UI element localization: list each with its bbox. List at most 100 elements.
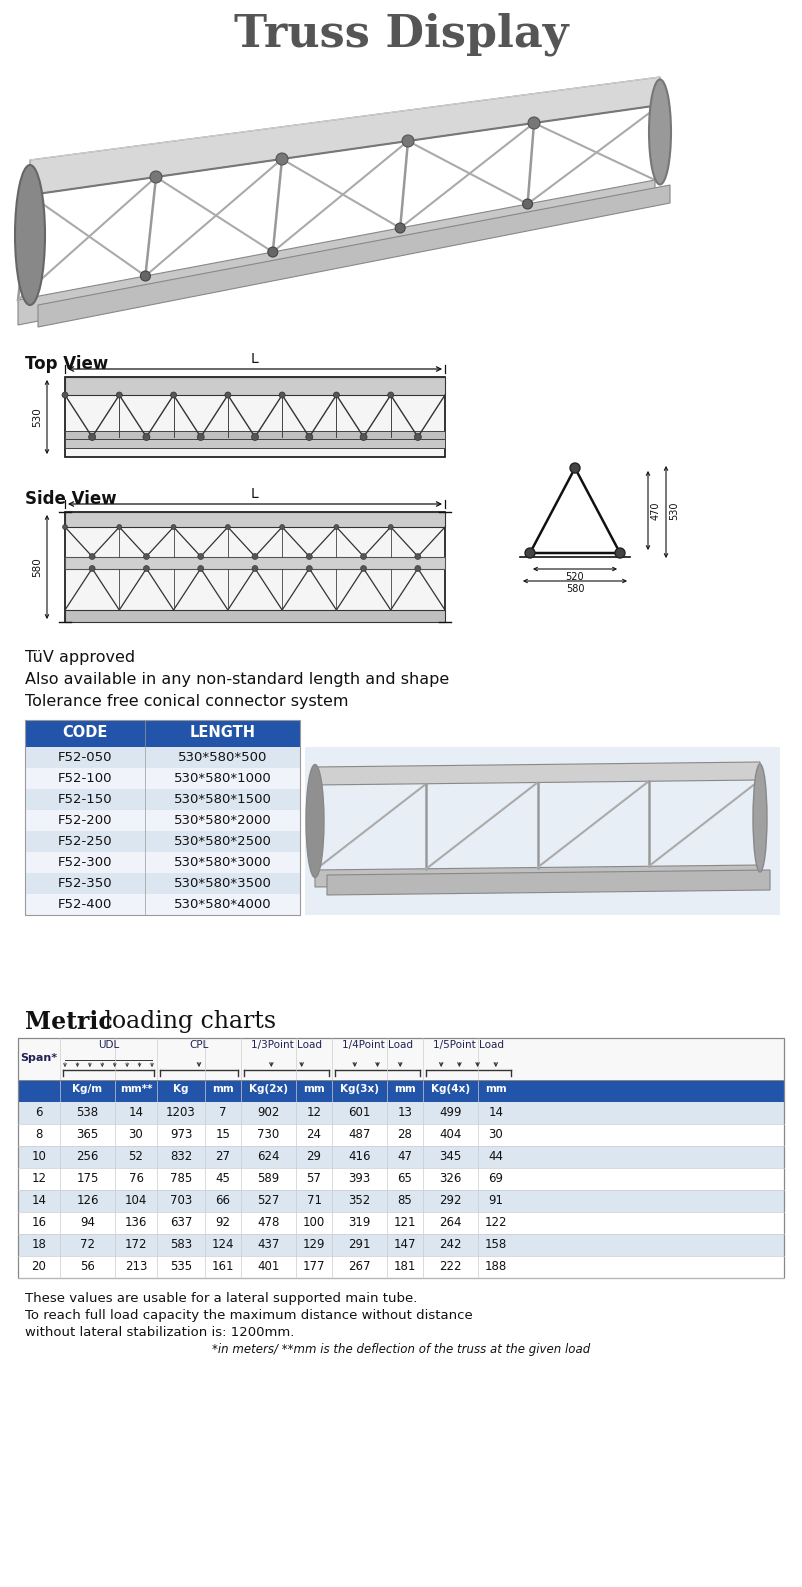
Text: 27: 27: [216, 1151, 230, 1163]
Bar: [25, 720, 300, 747]
Polygon shape: [18, 179, 655, 325]
Text: 175: 175: [76, 1173, 99, 1185]
Circle shape: [306, 433, 313, 441]
Text: F52-350: F52-350: [58, 878, 112, 890]
Circle shape: [280, 524, 285, 530]
Text: Kg/m: Kg/m: [72, 1084, 103, 1093]
Text: F52-200: F52-200: [58, 814, 112, 827]
Text: without lateral stabilization is: 1200mm.: without lateral stabilization is: 1200mm…: [25, 1327, 294, 1339]
Text: 28: 28: [398, 1128, 412, 1141]
Text: loading charts: loading charts: [97, 1009, 276, 1033]
Bar: [65, 432, 445, 440]
Text: 56: 56: [80, 1260, 95, 1273]
Text: 292: 292: [439, 1193, 462, 1208]
Text: Kg: Kg: [173, 1084, 188, 1093]
Text: 13: 13: [398, 1106, 412, 1119]
Text: 10: 10: [31, 1151, 47, 1163]
Text: 18: 18: [31, 1238, 47, 1251]
Circle shape: [276, 152, 288, 165]
Text: 291: 291: [348, 1238, 371, 1251]
Circle shape: [89, 554, 95, 560]
Text: mm**: mm**: [119, 1084, 152, 1093]
Text: 580: 580: [32, 557, 42, 578]
Text: 76: 76: [128, 1173, 144, 1185]
Circle shape: [198, 565, 204, 571]
Text: 242: 242: [439, 1238, 462, 1251]
Circle shape: [523, 198, 533, 209]
Text: 188: 188: [485, 1260, 507, 1273]
Text: 530*580*2500: 530*580*2500: [173, 835, 271, 847]
Text: Metric: Metric: [25, 1009, 113, 1035]
Text: 470: 470: [651, 501, 661, 521]
Circle shape: [525, 548, 535, 559]
Circle shape: [528, 117, 540, 129]
Text: 530: 530: [32, 408, 42, 427]
Text: CODE: CODE: [63, 725, 107, 740]
Text: Span*: Span*: [20, 1054, 58, 1063]
Text: 16: 16: [31, 1216, 47, 1228]
Text: 530*580*1500: 530*580*1500: [173, 794, 271, 806]
Circle shape: [415, 433, 421, 441]
Circle shape: [252, 565, 258, 571]
Text: 530*580*3000: 530*580*3000: [173, 855, 271, 870]
Text: 15: 15: [216, 1128, 230, 1141]
Bar: [18, 1146, 784, 1168]
Circle shape: [306, 554, 312, 560]
Text: 100: 100: [303, 1216, 325, 1228]
Text: 71: 71: [306, 1193, 322, 1208]
Bar: [65, 513, 445, 527]
Text: 785: 785: [170, 1173, 192, 1185]
Text: 703: 703: [170, 1193, 192, 1208]
Text: UDL: UDL: [98, 1039, 119, 1051]
Text: 30: 30: [128, 1128, 144, 1141]
Text: Top View: Top View: [25, 355, 108, 373]
Text: 530*580*4000: 530*580*4000: [174, 898, 271, 911]
Polygon shape: [315, 762, 760, 786]
Text: 66: 66: [216, 1193, 230, 1208]
Text: 136: 136: [125, 1216, 148, 1228]
Text: 92: 92: [216, 1216, 230, 1228]
Circle shape: [116, 392, 122, 398]
Circle shape: [334, 524, 339, 530]
Circle shape: [415, 554, 421, 560]
Ellipse shape: [649, 79, 671, 184]
Text: 7: 7: [219, 1106, 227, 1119]
Text: 530: 530: [669, 501, 679, 521]
Bar: [65, 440, 445, 448]
Text: 172: 172: [125, 1238, 148, 1251]
Text: mm: mm: [212, 1084, 234, 1093]
Text: 14: 14: [31, 1193, 47, 1208]
Circle shape: [615, 548, 625, 559]
Text: 52: 52: [128, 1151, 144, 1163]
Circle shape: [117, 524, 122, 530]
Text: Kg(4x): Kg(4x): [431, 1084, 470, 1093]
Circle shape: [570, 463, 580, 473]
Text: 94: 94: [80, 1216, 95, 1228]
Text: 583: 583: [170, 1238, 192, 1251]
Text: 535: 535: [170, 1260, 192, 1273]
Text: 416: 416: [348, 1151, 371, 1163]
Text: 256: 256: [76, 1151, 99, 1163]
Text: 437: 437: [257, 1238, 280, 1251]
Bar: [25, 747, 300, 768]
Text: LENGTH: LENGTH: [189, 725, 256, 740]
Text: 345: 345: [439, 1151, 462, 1163]
Bar: [65, 609, 445, 622]
Circle shape: [252, 433, 258, 441]
Text: 57: 57: [306, 1173, 322, 1185]
Bar: [65, 378, 445, 457]
Bar: [25, 720, 300, 916]
Text: 487: 487: [348, 1128, 371, 1141]
Text: 24: 24: [306, 1128, 322, 1141]
Text: 104: 104: [125, 1193, 148, 1208]
Text: F52-250: F52-250: [58, 835, 112, 847]
Bar: [25, 832, 300, 852]
Bar: [25, 893, 300, 916]
Bar: [25, 789, 300, 809]
Circle shape: [361, 565, 367, 571]
Text: 72: 72: [80, 1238, 95, 1251]
Text: L: L: [251, 487, 259, 501]
Text: 177: 177: [302, 1260, 326, 1273]
Text: L: L: [251, 352, 259, 367]
Text: F52-150: F52-150: [58, 794, 112, 806]
